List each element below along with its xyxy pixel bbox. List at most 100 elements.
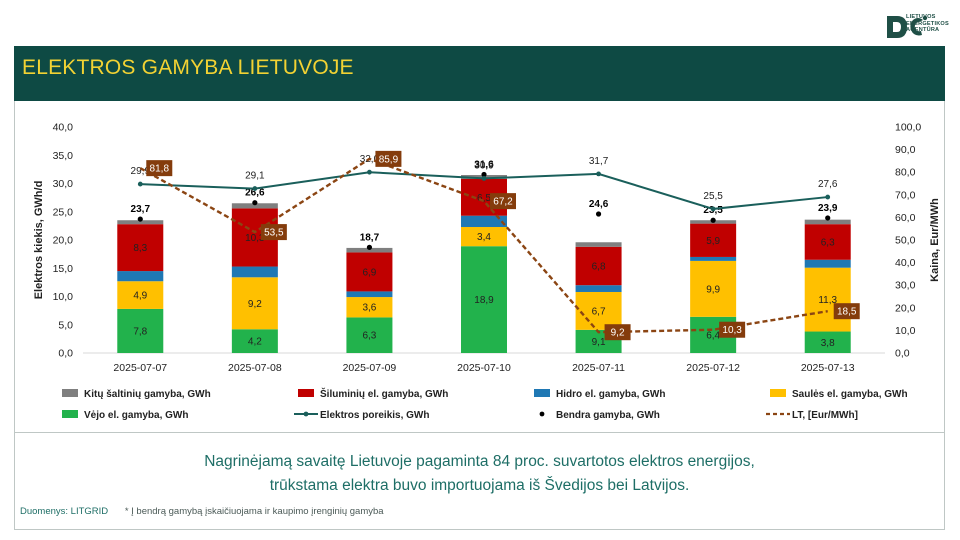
total-label: 23,7 (131, 204, 151, 215)
x-tick-label: 2025-07-08 (228, 362, 282, 374)
y-tick-label: 5,0 (58, 319, 73, 331)
total-marker (595, 211, 602, 217)
bar-hydro (461, 215, 507, 228)
bar-other (575, 242, 622, 247)
demand-marker (252, 186, 258, 191)
price-label: 85,9 (379, 154, 399, 165)
header-bar (14, 46, 945, 101)
bar-hydro (804, 259, 851, 268)
bar-label-thermal: 10,3 (245, 233, 265, 244)
y-tick-label: 40,0 (53, 122, 74, 134)
logo-dot (922, 15, 928, 21)
bar-thermal (346, 252, 393, 292)
price-line (139, 157, 828, 334)
legend-swatch (298, 389, 314, 397)
x-tick-label: 2025-07-07 (113, 362, 167, 374)
total-marker (825, 215, 831, 221)
bar-label-wind: 6,4 (706, 330, 720, 341)
bar-solar (575, 291, 622, 330)
price-label-box (146, 160, 173, 177)
total-marker (366, 244, 373, 250)
total-label: 23,9 (818, 203, 838, 214)
total-label: 18,7 (360, 232, 380, 243)
bar-solar (690, 260, 737, 317)
y2-tick-label: 20,0 (895, 302, 916, 314)
lea-logo (887, 15, 928, 38)
bar-hydro (231, 266, 278, 278)
y-tick-label: 0,0 (58, 348, 73, 360)
price-label-box (604, 324, 631, 341)
bar-label-wind: 4,2 (248, 337, 262, 348)
total-label: 31,6 (474, 159, 494, 170)
footer: Duomenys: LITGRID * Į bendrą gamybą įska… (20, 506, 384, 517)
logo-line-2: ENERGETIKOS (906, 20, 949, 27)
bar-solar (346, 297, 393, 318)
demand-marker (137, 181, 143, 187)
bar-hydro (117, 271, 164, 282)
bar-solar (117, 281, 164, 309)
logo-line-1: LIETUVOS (906, 14, 936, 20)
legend-swatch (303, 411, 309, 417)
y2-tick-label: 60,0 (895, 212, 916, 224)
bar-label-solar: 11,3 (818, 295, 837, 306)
bar-solar (804, 267, 851, 332)
data-source: Duomenys: LITGRID (20, 506, 109, 517)
legend-label: Šiluminių el. gamyba, GWh (320, 387, 448, 400)
y-tick-label: 20,0 (53, 235, 74, 247)
page-title: ELEKTROS GAMYBA LIETUVOJE (22, 56, 354, 79)
legend-swatch (62, 410, 78, 418)
bar-label-thermal: 6,8 (592, 261, 606, 272)
price-label: 81,8 (150, 164, 170, 175)
bar-label-solar: 3,4 (477, 232, 491, 243)
bar-solar (461, 227, 507, 247)
y2-tick-label: 90,0 (895, 144, 916, 156)
price-label-box (490, 193, 516, 210)
bar-thermal (117, 224, 164, 272)
legend-label: LT, [Eur/MWh] (792, 410, 858, 421)
bar-other (231, 203, 278, 209)
logo-mark-d (887, 16, 907, 38)
y2-tick-label: 40,0 (895, 257, 916, 269)
y-tick-label: 10,0 (53, 291, 74, 303)
demand-label: 29,9 (131, 166, 151, 177)
demand-label: 30,9 (474, 160, 494, 171)
bar-wind (346, 317, 393, 353)
legend-label: Kitų šaltinių gamyba, GWh (84, 389, 211, 400)
legend-swatch (539, 411, 545, 417)
y2-axis-title: Kaina, Eur/MWh (929, 198, 941, 282)
price-label: 67,2 (493, 197, 513, 208)
bar-label-wind: 18,9 (474, 295, 494, 306)
total-marker (137, 216, 143, 222)
bar-label-thermal: 6,5 (477, 193, 491, 204)
y-tick-label: 30,0 (53, 178, 74, 190)
x-tick-label: 2025-07-09 (343, 362, 397, 374)
bar-label-thermal: 5,9 (706, 236, 720, 247)
demand-label: 31,7 (589, 156, 609, 167)
legend-label: Saulės el. gamyba, GWh (792, 389, 908, 400)
legend-swatch (770, 389, 786, 397)
y-axis-title: Elektros kiekis, GWh/d (33, 181, 45, 300)
legend-label: Hidro el. gamyba, GWh (556, 389, 665, 400)
total-marker (252, 200, 258, 206)
price-label-box (375, 150, 402, 167)
logo-mark-c (910, 18, 923, 36)
summary-line-2: trūkstama elektra buvo importuojama iš Š… (269, 477, 690, 494)
bar-hydro (575, 285, 622, 292)
divider (14, 432, 945, 433)
bar-thermal (690, 223, 737, 257)
legend-label: Bendra gamyba, GWh (556, 410, 660, 421)
y2-tick-label: 100,0 (895, 122, 921, 134)
bar-wind (117, 308, 164, 353)
total-label: 26,6 (245, 188, 265, 199)
bar-thermal (575, 246, 622, 286)
y-tick-label: 25,0 (53, 206, 74, 218)
bar-label-solar: 3,6 (362, 303, 376, 314)
legend-label: Elektros poreikis, GWh (320, 410, 429, 421)
bar-other (804, 219, 851, 225)
price-label-box (719, 321, 746, 338)
x-tick-label: 2025-07-13 (801, 362, 855, 374)
footnote: * Į bendrą gamybą įskaičiuojama ir kaupi… (124, 506, 384, 517)
demand-marker (596, 171, 601, 177)
bar-label-solar: 4,9 (133, 291, 147, 302)
bar-label-wind: 6,3 (362, 331, 376, 342)
